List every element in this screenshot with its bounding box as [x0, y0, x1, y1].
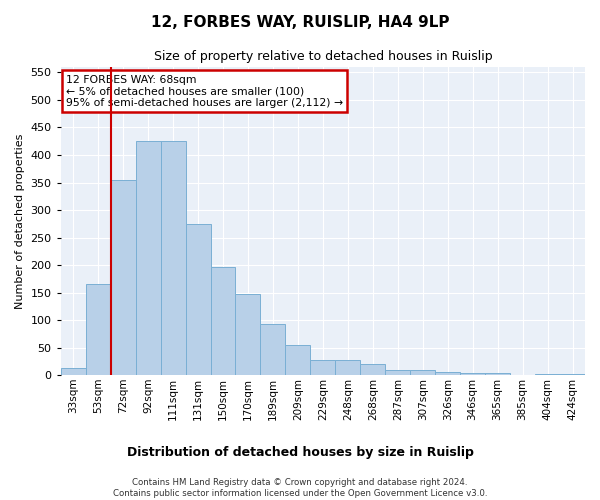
Bar [460, 373, 485, 375]
Bar [410, 370, 435, 375]
Y-axis label: Number of detached properties: Number of detached properties [15, 134, 25, 308]
Bar [86, 284, 110, 375]
Bar [361, 364, 385, 375]
Bar [310, 360, 335, 375]
Bar [235, 294, 260, 375]
Bar [286, 345, 310, 375]
Bar [485, 374, 510, 375]
Title: Size of property relative to detached houses in Ruislip: Size of property relative to detached ho… [154, 50, 492, 63]
Bar [560, 374, 585, 375]
Bar [136, 141, 161, 375]
Text: Distribution of detached houses by size in Ruislip: Distribution of detached houses by size … [127, 446, 473, 459]
Bar [260, 324, 286, 375]
Text: Contains HM Land Registry data © Crown copyright and database right 2024.
Contai: Contains HM Land Registry data © Crown c… [113, 478, 487, 498]
Text: 12, FORBES WAY, RUISLIP, HA4 9LP: 12, FORBES WAY, RUISLIP, HA4 9LP [151, 15, 449, 30]
Bar [435, 372, 460, 375]
Bar [535, 374, 560, 375]
Bar [185, 224, 211, 375]
Bar [385, 370, 410, 375]
Bar [510, 374, 535, 375]
Bar [211, 266, 235, 375]
Bar [110, 180, 136, 375]
Text: 12 FORBES WAY: 68sqm
← 5% of detached houses are smaller (100)
95% of semi-detac: 12 FORBES WAY: 68sqm ← 5% of detached ho… [66, 74, 343, 108]
Bar [161, 141, 185, 375]
Bar [335, 360, 361, 375]
Bar [61, 368, 86, 375]
